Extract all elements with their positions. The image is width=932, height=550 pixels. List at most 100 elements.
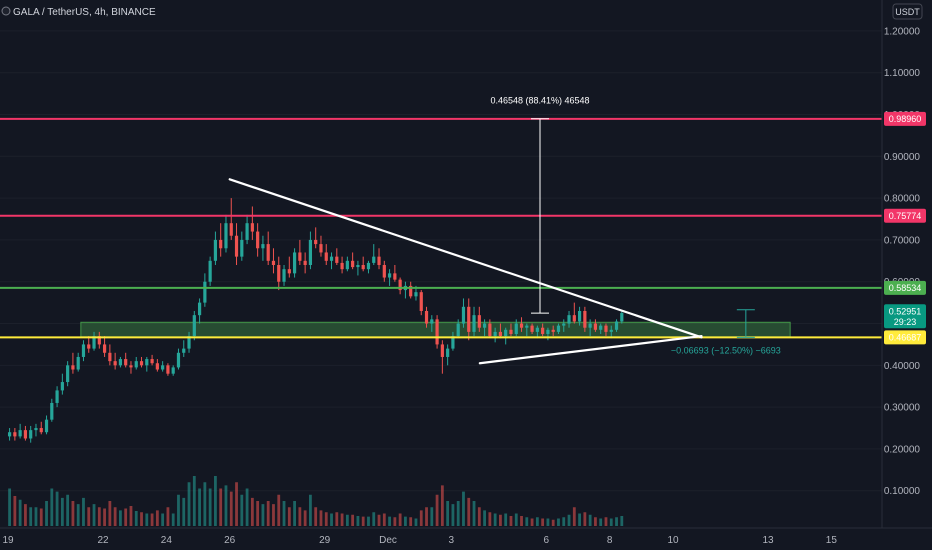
volume-bar bbox=[150, 513, 154, 526]
time-tick-label: 3 bbox=[449, 535, 455, 546]
volume-bar bbox=[594, 517, 597, 526]
volume-bar bbox=[588, 514, 592, 526]
volume-bar bbox=[472, 501, 476, 526]
symbol-logo-icon bbox=[1, 6, 11, 16]
trendline-upper[interactable] bbox=[228, 178, 703, 339]
volume-bar bbox=[287, 507, 291, 526]
currency-button[interactable]: USDT bbox=[892, 3, 923, 20]
price-badge bbox=[884, 208, 926, 223]
candle-body bbox=[509, 329, 513, 334]
candle-body bbox=[446, 348, 450, 357]
candle-body bbox=[572, 315, 576, 322]
volume-bar bbox=[134, 511, 138, 526]
trendlines[interactable] bbox=[228, 178, 703, 365]
volume-bar bbox=[525, 517, 529, 526]
candle-body bbox=[118, 359, 123, 366]
candle-body bbox=[430, 319, 434, 324]
horizontal-levels[interactable] bbox=[0, 117, 882, 339]
volume-bar bbox=[483, 510, 486, 526]
candle-body bbox=[250, 223, 254, 232]
volume-bar bbox=[414, 518, 418, 526]
price-badge bbox=[884, 280, 926, 295]
volume-bar bbox=[60, 497, 64, 526]
candle-body bbox=[351, 260, 355, 268]
trendline-lower[interactable] bbox=[478, 334, 703, 365]
candle-body bbox=[519, 323, 524, 328]
price-tick-label: 0.40000 bbox=[884, 361, 921, 372]
volume-bar bbox=[367, 516, 370, 526]
time-tick-label: 24 bbox=[161, 535, 173, 546]
volume-bar bbox=[76, 504, 80, 526]
volume-bar bbox=[572, 507, 576, 526]
volume-bar bbox=[314, 507, 318, 526]
candle-body bbox=[308, 239, 313, 265]
candle-body bbox=[303, 260, 307, 265]
volume-bar bbox=[192, 476, 196, 526]
time-tick-label: 13 bbox=[762, 535, 774, 546]
volume-bar bbox=[229, 491, 233, 526]
volume-bar bbox=[440, 485, 444, 526]
candle-body bbox=[372, 256, 376, 263]
volume-bar bbox=[71, 501, 75, 526]
volume-bar bbox=[324, 512, 328, 526]
candle-body bbox=[414, 292, 418, 297]
candle-body bbox=[366, 262, 371, 270]
volume-bar bbox=[578, 513, 581, 526]
volume-bar bbox=[309, 494, 312, 526]
volume-bar bbox=[155, 510, 159, 526]
volume-bar bbox=[92, 504, 96, 526]
candle-body bbox=[356, 265, 360, 268]
candle-body bbox=[13, 432, 17, 437]
candle-body bbox=[514, 323, 518, 334]
candle-body bbox=[161, 365, 165, 370]
candle-body bbox=[409, 285, 413, 297]
volume-bar bbox=[620, 516, 624, 526]
volume-bar bbox=[551, 519, 555, 526]
candle-body bbox=[298, 252, 302, 261]
time-axis[interactable]: 19 22 24 26 29 Dec 3 6 8 10 13 15 bbox=[2, 535, 837, 546]
candle-body bbox=[197, 302, 202, 316]
volume-bar bbox=[535, 517, 539, 526]
candle-body bbox=[314, 239, 318, 245]
volume-bar bbox=[404, 516, 407, 526]
price-badge bbox=[884, 111, 926, 126]
measure-label: 0.46548 (88.41%) 46548 bbox=[490, 96, 589, 106]
volume-bar bbox=[467, 497, 471, 526]
time-tick-label: 15 bbox=[826, 535, 838, 546]
volume-bar bbox=[546, 518, 550, 526]
candle-body bbox=[266, 244, 270, 261]
candle-body bbox=[108, 352, 112, 362]
volume-bar bbox=[446, 501, 450, 526]
volume-bar bbox=[203, 482, 207, 526]
volume-bar bbox=[272, 504, 275, 526]
volume-bar bbox=[97, 507, 101, 526]
candle-body bbox=[71, 365, 75, 370]
candle-body bbox=[556, 325, 561, 332]
candle-body bbox=[361, 265, 365, 270]
candle-body bbox=[7, 432, 12, 437]
volume-bar bbox=[430, 507, 434, 526]
candle-body bbox=[292, 252, 297, 274]
volume-bar bbox=[604, 517, 608, 526]
volume-bar bbox=[456, 501, 460, 526]
volume-bar bbox=[261, 504, 265, 526]
volume-bar bbox=[388, 516, 391, 526]
candle-body bbox=[145, 359, 149, 366]
candle-body bbox=[171, 367, 175, 374]
candle-body bbox=[129, 365, 133, 368]
candle-body bbox=[113, 361, 117, 366]
candle-body bbox=[182, 348, 186, 353]
volume-bar bbox=[361, 516, 365, 526]
volume-bar bbox=[435, 494, 439, 526]
volume-bar bbox=[514, 513, 518, 526]
candle-body bbox=[55, 390, 59, 403]
candle-body bbox=[577, 310, 582, 322]
volume-bar bbox=[356, 516, 360, 526]
measurements[interactable]: 0.46548 (88.41%) 46548 −0.06693 (−12.50%)… bbox=[490, 96, 780, 356]
volume-bar bbox=[166, 507, 170, 526]
volume-bar bbox=[530, 518, 534, 526]
volume-bar bbox=[462, 491, 465, 526]
volume-bar bbox=[66, 494, 70, 526]
candle-body bbox=[620, 313, 624, 322]
